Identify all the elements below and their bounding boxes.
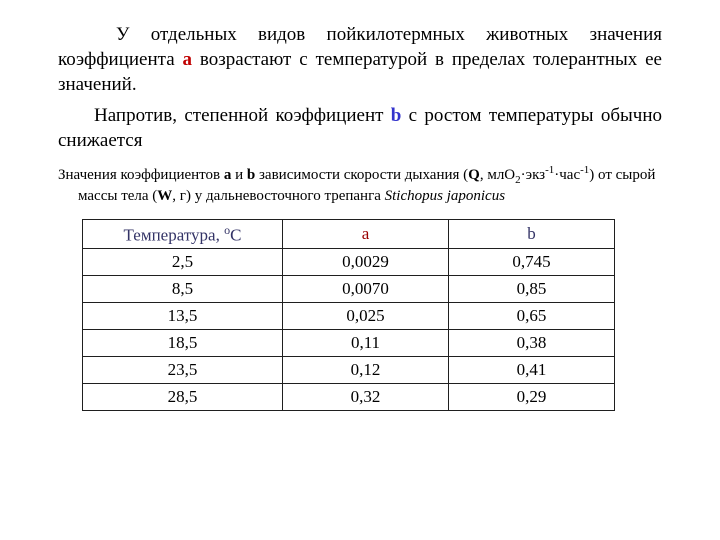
table-row: 23,5 0,12 0,41 xyxy=(83,357,615,384)
cell-temp: 13,5 xyxy=(83,303,283,330)
cell-b: 0,41 xyxy=(449,357,615,384)
cap-sup1: -1 xyxy=(545,164,554,176)
cap-3: зависимости скорости дыхания ( xyxy=(255,167,468,183)
cell-a: 0,0070 xyxy=(283,276,449,303)
cap-Q: Q xyxy=(468,167,480,183)
col-header-b: b xyxy=(449,219,615,249)
hdr-temp-b: С xyxy=(230,225,241,244)
cell-a: 0,025 xyxy=(283,303,449,330)
table-caption: Значения коэффициентов a и b зависимости… xyxy=(78,163,662,206)
coef-b-inline: b xyxy=(391,105,402,126)
coefficients-table: Температура, оС a b 2,5 0,0029 0,745 8,5… xyxy=(82,219,615,412)
coef-a-inline: a xyxy=(183,49,193,70)
table-row: 8,5 0,0070 0,85 xyxy=(83,276,615,303)
document-page: У отдельных видов пойкилотермных животны… xyxy=(0,0,720,411)
table-body: 2,5 0,0029 0,745 8,5 0,0070 0,85 13,5 0,… xyxy=(83,249,615,411)
hdr-temp-a: Температура, xyxy=(124,225,225,244)
cap-W: W xyxy=(157,188,172,204)
cap-4: , млО xyxy=(480,167,515,183)
cap-sup2: -1 xyxy=(580,164,589,176)
cell-a: 0,32 xyxy=(283,384,449,411)
cell-a: 0,12 xyxy=(283,357,449,384)
table-header-row: Температура, оС a b xyxy=(83,219,615,249)
paragraph-2: Напротив, степенной коэффициент b с рост… xyxy=(58,103,662,153)
cell-b: 0,65 xyxy=(449,303,615,330)
table-row: 13,5 0,025 0,65 xyxy=(83,303,615,330)
cell-b: 0,85 xyxy=(449,276,615,303)
cell-temp: 2,5 xyxy=(83,249,283,276)
cap-2: и xyxy=(231,167,247,183)
cell-b: 0,38 xyxy=(449,330,615,357)
cell-a: 0,11 xyxy=(283,330,449,357)
col-header-a: a xyxy=(283,219,449,249)
cell-b: 0,29 xyxy=(449,384,615,411)
cap-species: Stichopus japonicus xyxy=(385,188,505,204)
cap-b: b xyxy=(247,167,255,183)
cell-temp: 23,5 xyxy=(83,357,283,384)
cap-5: ·экз xyxy=(521,167,545,183)
table-row: 18,5 0,11 0,38 xyxy=(83,330,615,357)
cap-8: , г) у дальневосточного трепанга xyxy=(172,188,384,204)
cell-a: 0,0029 xyxy=(283,249,449,276)
paragraph-1: У отдельных видов пойкилотермных животны… xyxy=(58,22,662,97)
cell-b: 0,745 xyxy=(449,249,615,276)
cap-1: Значения коэффициентов xyxy=(58,167,224,183)
table-row: 2,5 0,0029 0,745 xyxy=(83,249,615,276)
col-header-temperature: Температура, оС xyxy=(83,219,283,249)
cell-temp: 28,5 xyxy=(83,384,283,411)
cell-temp: 8,5 xyxy=(83,276,283,303)
cell-temp: 18,5 xyxy=(83,330,283,357)
table-row: 28,5 0,32 0,29 xyxy=(83,384,615,411)
cap-6: ·час xyxy=(554,167,580,183)
p2-text-1: Напротив, степенной коэффициент xyxy=(94,105,391,126)
